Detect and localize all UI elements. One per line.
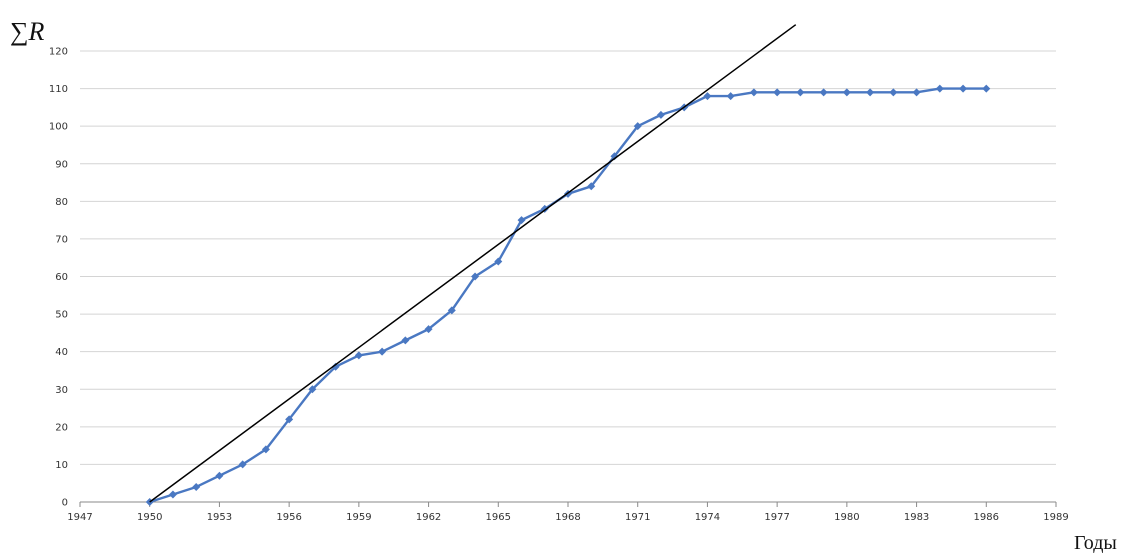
x-tick-label: 1950 xyxy=(137,512,162,523)
data-point-marker xyxy=(912,88,921,97)
data-point-marker xyxy=(424,325,433,334)
y-tick-label: 0 xyxy=(62,498,68,509)
data-point-marker xyxy=(354,351,363,360)
x-tick-label: 1965 xyxy=(486,512,511,523)
x-tick-label: 1983 xyxy=(904,512,929,523)
data-point-marker xyxy=(517,216,526,225)
y-tick-labels: 0 10 20 30 40 50 60 70 80 90 100 110 120 xyxy=(49,47,68,509)
x-tick-label: 1986 xyxy=(974,512,999,523)
grid-lines xyxy=(80,50,1056,465)
y-tick-label: 70 xyxy=(55,234,68,245)
y-tick-label: 20 xyxy=(55,422,68,433)
data-point-marker xyxy=(471,272,480,281)
y-tick-label: 30 xyxy=(55,385,68,396)
series xyxy=(145,24,991,506)
data-point-marker xyxy=(726,92,735,101)
data-point-marker xyxy=(982,84,991,93)
x-tick-label: 1977 xyxy=(764,512,789,523)
data-point-marker xyxy=(168,490,177,499)
data-point-marker xyxy=(935,84,944,93)
data-point-marker xyxy=(703,92,712,101)
data-point-marker xyxy=(192,482,201,491)
data-point-marker xyxy=(749,88,758,97)
x-axis-label: Годы xyxy=(1074,532,1117,554)
y-axis-label: ∑R xyxy=(10,17,45,46)
x-tick-label: 1953 xyxy=(207,512,232,523)
x-tick-labels: 1947 1950 1953 1956 1959 1962 1965 1968 1971 1974… xyxy=(67,512,1068,523)
trend-line xyxy=(149,24,797,503)
y-tick-label: 120 xyxy=(49,47,68,58)
y-tick-label: 50 xyxy=(55,310,68,321)
data-point-marker xyxy=(401,336,410,345)
data-point-marker xyxy=(819,88,828,97)
data-point-marker xyxy=(796,88,805,97)
data-point-marker xyxy=(656,110,665,119)
data-point-marker xyxy=(773,88,782,97)
x-tick-label: 1974 xyxy=(695,512,720,523)
y-tick-label: 110 xyxy=(49,84,68,95)
y-tick-label: 60 xyxy=(55,272,68,283)
data-point-marker xyxy=(842,88,851,97)
x-tick-label: 1980 xyxy=(834,512,859,523)
y-tick-label: 90 xyxy=(55,159,68,170)
data-point-marker xyxy=(215,471,224,480)
data-series-line xyxy=(149,87,987,504)
data-point-marker xyxy=(610,152,619,161)
x-tick-label: 1971 xyxy=(625,512,650,523)
data-point-marker xyxy=(959,84,968,93)
x-tick-label: 1959 xyxy=(346,512,371,523)
x-tick-label: 1956 xyxy=(276,512,301,523)
x-tick-label: 1947 xyxy=(67,512,92,523)
data-point-marker xyxy=(866,88,875,97)
y-tick-label: 100 xyxy=(49,122,68,133)
data-point-marker xyxy=(308,385,317,394)
data-point-marker xyxy=(285,415,294,424)
data-point-marker xyxy=(633,122,642,131)
x-tick-label: 1989 xyxy=(1043,512,1068,523)
y-tick-label: 10 xyxy=(55,460,68,471)
data-point-marker xyxy=(447,306,456,315)
data-point-marker xyxy=(331,362,340,371)
data-point-marker xyxy=(494,257,503,266)
y-tick-label: 80 xyxy=(55,197,68,208)
axes xyxy=(79,501,1057,507)
data-point-marker xyxy=(261,445,270,454)
y-tick-label: 40 xyxy=(55,347,68,358)
data-point-marker xyxy=(587,182,596,191)
data-point-marker xyxy=(238,460,247,469)
x-tick-label: 1968 xyxy=(555,512,580,523)
data-point-marker xyxy=(378,347,387,356)
x-tick-label: 1962 xyxy=(416,512,441,523)
data-point-marker xyxy=(889,88,898,97)
